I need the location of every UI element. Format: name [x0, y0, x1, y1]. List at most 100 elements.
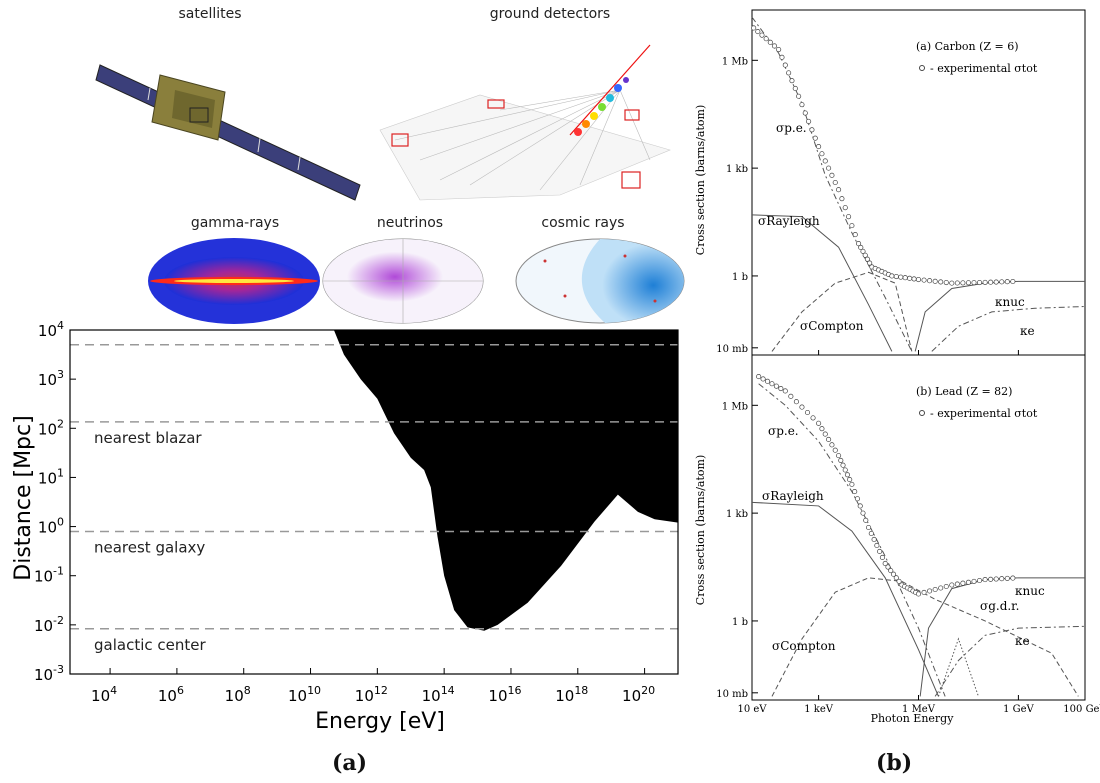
x-tick-label: 1014 — [422, 684, 455, 705]
experimental-point — [782, 388, 788, 394]
y-tick-label: 1 kb — [726, 509, 748, 520]
experimental-point — [802, 110, 808, 116]
y-tick-label: 1 Mb — [722, 56, 748, 67]
experimental-point — [810, 415, 816, 421]
experimental-point — [871, 536, 877, 543]
opaque-region — [333, 330, 678, 631]
experimental-point — [960, 580, 966, 586]
experimental-point — [782, 62, 788, 68]
rayleigh-curve — [751, 214, 893, 352]
experimental-point — [866, 524, 872, 531]
experimental-point — [965, 579, 972, 585]
reference-label: galactic center — [94, 636, 206, 654]
experimental-point — [896, 578, 902, 584]
y-tick-label: 10 mb — [716, 344, 748, 355]
experimental-point — [943, 583, 949, 590]
experimental-point — [842, 205, 848, 211]
gamma-ray-skymap — [148, 238, 320, 324]
experimental-point — [927, 588, 933, 594]
reference-label: nearest galaxy — [94, 538, 205, 556]
experimental-point — [982, 577, 988, 583]
experimental-point — [890, 571, 897, 577]
experimental-point — [915, 276, 922, 283]
experimental-point — [999, 576, 1005, 582]
y-tick-label: 1 kb — [726, 164, 748, 175]
x-tick-label: 1016 — [488, 684, 521, 705]
x-tick-label: 1018 — [555, 684, 588, 705]
experimental-point — [847, 477, 853, 483]
y-tick-label: 10 mb — [716, 689, 748, 700]
experimental-point — [819, 151, 825, 157]
label-kappa-e: κe — [1020, 324, 1035, 338]
experimental-point — [888, 568, 894, 574]
label-rayleigh: σRayleigh — [758, 214, 820, 228]
experimental-point — [993, 576, 999, 582]
subplot-title: (b) Lead (Z = 82) — [916, 385, 1012, 398]
experimental-point — [927, 278, 933, 284]
experimental-point — [893, 273, 899, 280]
experimental-point — [868, 530, 874, 537]
x-tick-label: 1012 — [355, 684, 388, 705]
experimental-point — [862, 252, 868, 258]
experimental-point — [804, 409, 811, 416]
experimental-point — [1004, 575, 1010, 581]
photoelectric-curve — [758, 383, 946, 697]
chart-b-ylabel-bottom: Cross section (barns/atom) — [694, 455, 707, 605]
experimental-point — [829, 172, 835, 178]
y-tick-label: 104 — [38, 319, 64, 340]
experimental-point — [792, 85, 798, 92]
experimental-point — [769, 381, 775, 387]
experimental-point — [844, 472, 851, 478]
experimental-point — [971, 280, 977, 286]
experimental-point — [789, 78, 795, 84]
experimental-point — [885, 564, 891, 570]
experimental-point — [849, 481, 855, 487]
experimental-point — [856, 241, 862, 247]
x-tick-label: 108 — [225, 684, 251, 705]
experimental-point — [1010, 278, 1016, 285]
experimental-point — [756, 374, 762, 380]
legend-marker — [919, 65, 925, 71]
experimental-point — [954, 581, 960, 587]
experimental-point — [932, 278, 938, 284]
x-tick-label: 1 MeV — [902, 704, 936, 715]
reference-label: nearest blazar — [94, 429, 202, 447]
experimental-point — [763, 36, 769, 42]
experimental-point — [938, 279, 944, 285]
experimental-point — [874, 542, 880, 549]
experimental-point — [889, 273, 895, 279]
experimental-point — [976, 577, 983, 584]
label-gdr: σg.d.r. — [980, 599, 1019, 613]
y-tick-label: 10-1 — [34, 565, 64, 586]
experimental-point — [882, 560, 888, 566]
experimental-point — [971, 578, 977, 584]
label-compton: σCompton — [800, 319, 864, 333]
label-kappa-nuc: κnuc — [1015, 584, 1045, 598]
experimental-point — [812, 135, 818, 141]
experimental-point — [852, 232, 858, 238]
gdr-curve — [938, 637, 979, 697]
air-shower-icon — [574, 77, 629, 136]
label-rayleigh: σRayleigh — [762, 489, 824, 503]
experimental-point — [796, 93, 802, 99]
experimental-point — [822, 158, 828, 164]
skymap-label-neutrinos: neutrinos — [376, 215, 444, 231]
experimental-point — [816, 144, 822, 150]
experimental-point — [857, 503, 863, 509]
legend-marker — [919, 410, 925, 416]
legend-text: - experimental σtot — [930, 407, 1038, 420]
ground-detectors-label: ground detectors — [489, 6, 611, 22]
experimental-point — [773, 383, 779, 389]
experimental-point — [846, 214, 852, 220]
experimental-point — [1010, 575, 1016, 581]
y-tick-label: 1 Mb — [722, 401, 748, 412]
cosmic-ray-skymap — [515, 238, 685, 324]
y-tick-label: 1 b — [732, 617, 748, 628]
experimental-point — [860, 510, 866, 516]
label-kappa-nuc: κnuc — [995, 295, 1025, 309]
telescope-icons — [391, 99, 641, 189]
horizon-chart: nearest blazar nearest galaxy galactic cen… — [11, 319, 679, 734]
skymap-label-cosmic: cosmic rays — [541, 215, 625, 231]
x-tick-label: 100 GeV — [1063, 704, 1100, 715]
cross-section-figure: 10 mb 1 b 1 kb 1 Mb (a) Carbon (Z = 6) - expe… — [694, 9, 1100, 725]
